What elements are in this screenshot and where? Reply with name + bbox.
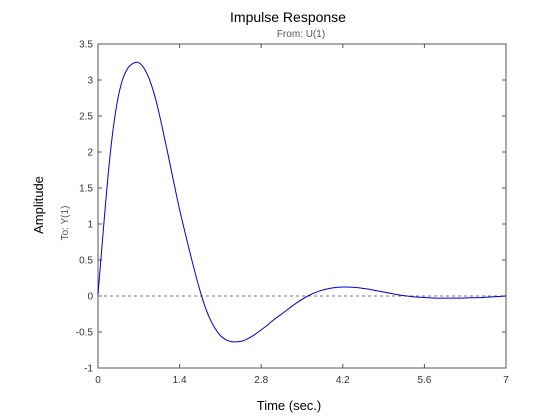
y-axis-label: Amplitude (31, 176, 46, 234)
x-tick-label: 7 (503, 375, 509, 386)
y-tick-label: 0.5 (79, 256, 93, 267)
y-tick-label: 3.5 (79, 40, 93, 51)
y-tick-label: 1 (87, 220, 93, 231)
x-tick-label: 4.2 (336, 375, 350, 386)
chart-title: Impulse Response (230, 9, 346, 25)
plot-area-frame (97, 43, 507, 369)
output-channel-label: To: Y(1) (60, 206, 71, 241)
y-tick-label: 1.5 (79, 184, 93, 195)
axis-ticks: 0 1.4 2.8 4.2 5.6 7 -1 -0.5 0 0.5 1 1.5 2 2.5 3 3.5 (76, 40, 509, 387)
chart-subtitle: From: U(1) (277, 29, 325, 40)
x-axis-label: Time (sec.) (257, 398, 322, 413)
y-tick-label: 0 (87, 292, 93, 303)
y-tick-label: 2 (87, 148, 93, 159)
impulse-response-line (97, 61, 507, 343)
x-tick-label: 2.8 (254, 375, 268, 386)
y-tick-label: 2.5 (79, 112, 93, 123)
y-tick-label: -1 (84, 364, 93, 375)
x-tick-label: 5.6 (417, 375, 431, 386)
y-tick-label: 3 (87, 76, 93, 87)
x-tick-label: 1.4 (173, 375, 187, 386)
x-tick-label: 0 (95, 375, 101, 386)
y-tick-label: -0.5 (76, 328, 94, 339)
